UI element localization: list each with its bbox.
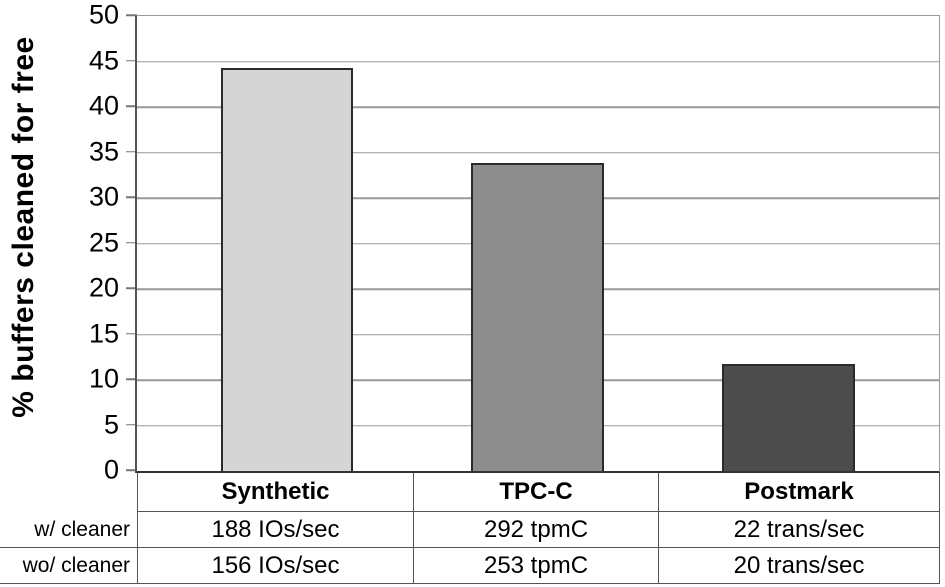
y-tick-label: 5 <box>103 409 119 439</box>
y-tick-mark <box>126 105 137 107</box>
y-tick-mark <box>126 378 137 380</box>
y-tick-label: 50 <box>88 0 119 30</box>
y-tick-label: 35 <box>88 136 119 166</box>
y-tick-label: 45 <box>88 45 119 75</box>
column-header-postmark: Postmark <box>658 473 940 512</box>
table-cell: 20 trans/sec <box>658 548 940 584</box>
bar-postmark <box>722 363 855 471</box>
y-tick-label: 20 <box>88 272 119 303</box>
y-tick-mark <box>126 196 137 198</box>
bar-tpcc <box>471 163 604 471</box>
gridline <box>137 151 939 154</box>
table-corner-cell <box>0 473 137 512</box>
table-cell: 22 trans/sec <box>658 512 940 548</box>
row-label-with-cleaner: w/ cleaner <box>0 512 137 548</box>
y-tick-mark <box>126 469 137 471</box>
gridline <box>137 106 939 108</box>
y-tick-label: 0 <box>103 454 119 485</box>
table-cell: 253 tpmC <box>413 548 658 584</box>
y-tick-mark <box>126 423 137 426</box>
table-cell: 188 IOs/sec <box>137 512 413 548</box>
column-header-tpcc: TPC-C <box>413 473 658 512</box>
y-tick-label: 30 <box>88 181 119 212</box>
y-tick-label: 10 <box>88 363 119 394</box>
column-header-synthetic: Synthetic <box>137 473 413 512</box>
y-tick-mark <box>126 287 137 289</box>
y-tick-mark <box>126 14 137 16</box>
table-cell: 156 IOs/sec <box>137 548 413 584</box>
y-tick-label: 40 <box>88 90 119 121</box>
y-tick-label: 15 <box>88 318 119 348</box>
y-tick-mark <box>126 59 137 62</box>
y-axis-ticks: 0 5 10 15 20 25 30 35 40 45 50 <box>0 1 137 483</box>
plot-area <box>135 15 940 473</box>
gridline <box>137 60 939 63</box>
y-tick-mark <box>126 241 137 244</box>
y-tick-mark <box>126 150 137 153</box>
y-tick-label: 25 <box>88 227 119 257</box>
row-label-without-cleaner: wo/ cleaner <box>0 548 137 584</box>
table-cell: 292 tpmC <box>413 512 658 548</box>
y-tick-mark <box>126 332 137 335</box>
data-table: Synthetic TPC-C Postmark w/ cleaner 188 … <box>0 473 940 584</box>
bar-synthetic <box>221 67 353 471</box>
